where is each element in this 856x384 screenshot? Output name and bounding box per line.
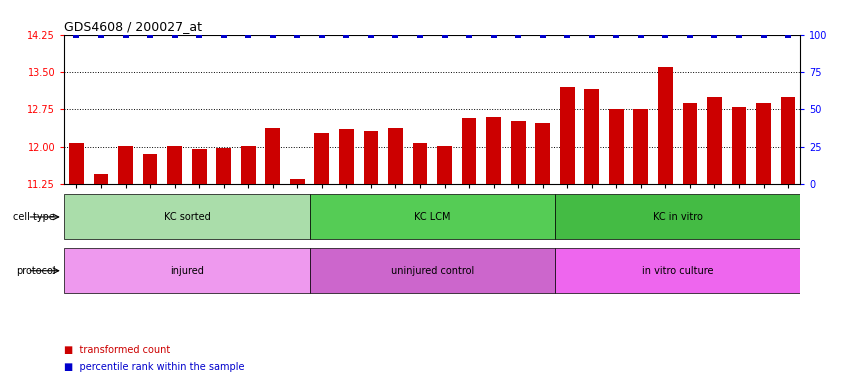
Point [266, 31, 280, 38]
Bar [585, 89, 599, 184]
Bar [707, 97, 722, 184]
Bar [560, 87, 574, 184]
Point [389, 31, 402, 38]
Point [561, 31, 574, 38]
Bar [413, 143, 427, 184]
Text: KC LCM: KC LCM [414, 212, 450, 222]
Point [732, 31, 746, 38]
Text: protocol: protocol [15, 266, 56, 276]
Bar [388, 128, 403, 184]
Text: KC in vitro: KC in vitro [653, 212, 703, 222]
Bar [118, 146, 133, 184]
Bar [609, 109, 624, 184]
Point [683, 31, 697, 38]
Bar [64, 248, 310, 293]
Point [585, 31, 598, 38]
Bar [241, 146, 256, 184]
Bar [314, 133, 330, 184]
Bar [486, 117, 501, 184]
Bar [658, 67, 673, 184]
Bar [290, 179, 305, 184]
Point [119, 31, 133, 38]
Bar [555, 248, 800, 293]
Point [94, 31, 108, 38]
Point [437, 31, 451, 38]
Point [69, 31, 83, 38]
Point [315, 31, 329, 38]
Bar [364, 131, 378, 184]
Bar [310, 194, 555, 240]
Bar [756, 103, 771, 184]
Bar [461, 118, 477, 184]
Point [143, 31, 157, 38]
Text: injured: injured [170, 266, 204, 276]
Point [241, 31, 255, 38]
Text: KC sorted: KC sorted [163, 212, 211, 222]
Point [340, 31, 354, 38]
Point [290, 31, 304, 38]
Point [757, 31, 770, 38]
Bar [555, 194, 800, 240]
Point [658, 31, 672, 38]
Bar [143, 154, 158, 184]
Text: uninjured control: uninjured control [390, 266, 474, 276]
Bar [732, 107, 746, 184]
Bar [265, 128, 280, 184]
Point [634, 31, 648, 38]
Point [487, 31, 501, 38]
Bar [682, 103, 698, 184]
Bar [217, 148, 231, 184]
Text: GDS4608 / 200027_at: GDS4608 / 200027_at [64, 20, 202, 33]
Bar [167, 146, 182, 184]
Point [364, 31, 377, 38]
Bar [64, 194, 310, 240]
Point [511, 31, 525, 38]
Point [168, 31, 181, 38]
Point [217, 31, 230, 38]
Point [782, 31, 795, 38]
Point [536, 31, 550, 38]
Point [609, 31, 623, 38]
Point [193, 31, 206, 38]
Bar [93, 174, 109, 184]
Point [708, 31, 722, 38]
Text: ■  transformed count: ■ transformed count [64, 345, 170, 355]
Point [413, 31, 427, 38]
Bar [192, 149, 206, 184]
Point [462, 31, 476, 38]
Text: ■  percentile rank within the sample: ■ percentile rank within the sample [64, 362, 245, 372]
Bar [437, 146, 452, 184]
Bar [633, 109, 648, 184]
Bar [69, 143, 84, 184]
Bar [781, 97, 795, 184]
Bar [535, 123, 550, 184]
Bar [339, 129, 354, 184]
Bar [310, 248, 555, 293]
Text: in vitro culture: in vitro culture [642, 266, 713, 276]
Bar [511, 121, 526, 184]
Text: cell type: cell type [14, 212, 56, 222]
